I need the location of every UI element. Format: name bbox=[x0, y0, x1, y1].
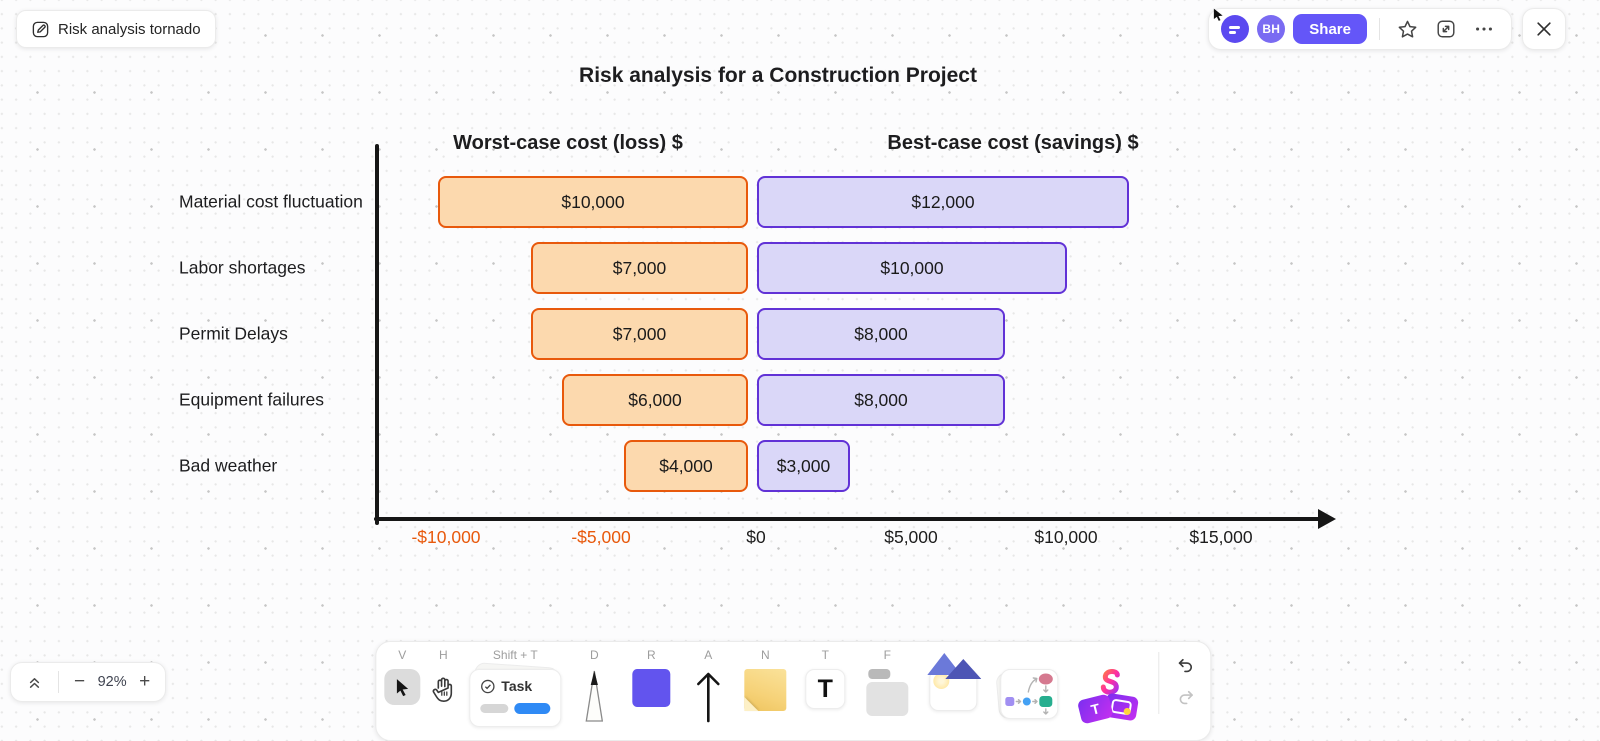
loss-bar[interactable]: $4,000 bbox=[624, 440, 748, 492]
savings-bar[interactable]: $8,000 bbox=[757, 374, 1005, 426]
undo-button[interactable] bbox=[1169, 654, 1202, 678]
collapse-button[interactable] bbox=[19, 672, 50, 693]
category-label[interactable]: Bad weather bbox=[179, 455, 278, 476]
tool-select[interactable]: V bbox=[382, 648, 422, 725]
collaborator-avatar[interactable] bbox=[1214, 8, 1250, 43]
x-tick-label[interactable]: -$10,000 bbox=[411, 527, 481, 547]
zoom-in-button[interactable]: + bbox=[132, 669, 157, 695]
text-icon: T bbox=[805, 669, 846, 709]
tool-palette: V H Shift + T Task D R A N T T F T bbox=[375, 641, 1212, 741]
tool-shortcut: Shift + T bbox=[492, 648, 538, 662]
tool-hand[interactable]: H bbox=[422, 648, 464, 725]
category-label[interactable]: Labor shortages bbox=[179, 257, 306, 278]
savings-column-header[interactable]: Best-case cost (savings) $ bbox=[887, 132, 1139, 154]
redo-button[interactable] bbox=[1169, 686, 1202, 710]
tool-shortcut: H bbox=[438, 648, 448, 662]
top-right-toolbar: BH Share bbox=[1208, 8, 1512, 50]
diagram-icon bbox=[995, 668, 1059, 720]
frame-icon bbox=[866, 669, 909, 716]
task-card-icon: Task bbox=[469, 662, 562, 727]
divider bbox=[58, 671, 59, 693]
x-tick-label[interactable]: -$5,000 bbox=[571, 527, 631, 547]
x-tick-label[interactable]: $5,000 bbox=[884, 527, 938, 547]
hand-icon bbox=[428, 669, 458, 703]
savings-bar[interactable]: $3,000 bbox=[757, 440, 850, 492]
savings-bar[interactable]: $12,000 bbox=[757, 176, 1129, 228]
rectangle-icon bbox=[632, 669, 671, 707]
loss-bar[interactable]: $6,000 bbox=[562, 374, 748, 426]
image-icon bbox=[927, 653, 982, 711]
x-tick-label[interactable]: $15,000 bbox=[1189, 527, 1253, 547]
tool-shortcut: A bbox=[704, 648, 713, 662]
tool-diagram[interactable] bbox=[988, 648, 1070, 725]
tool-shortcut: D bbox=[589, 648, 599, 662]
tool-note[interactable]: N bbox=[736, 648, 794, 725]
favorite-button[interactable] bbox=[1392, 14, 1423, 45]
ai-generate-icon: T bbox=[1076, 669, 1143, 725]
collaborator-cursor-icon bbox=[1212, 8, 1227, 28]
category-label[interactable]: Permit Delays bbox=[179, 323, 288, 344]
share-button[interactable]: Share bbox=[1293, 14, 1367, 44]
zoom-controls: − 92% + bbox=[10, 662, 167, 702]
tool-shortcut: F bbox=[883, 648, 891, 662]
pencil-icon bbox=[582, 669, 606, 723]
loss-bar[interactable]: $7,000 bbox=[531, 308, 748, 360]
tool-arrow[interactable]: A bbox=[680, 648, 736, 725]
x-axis-arrowhead bbox=[1318, 509, 1336, 529]
zoom-out-button[interactable]: − bbox=[67, 669, 92, 695]
tool-shortcut: V bbox=[398, 648, 407, 662]
arrow-icon bbox=[692, 669, 724, 723]
board-title-pill[interactable]: Risk analysis tornado bbox=[16, 10, 216, 48]
tool-ai[interactable]: T bbox=[1070, 648, 1150, 725]
divider bbox=[1379, 18, 1380, 40]
loss-bar[interactable]: $10,000 bbox=[438, 176, 748, 228]
star-icon bbox=[1396, 18, 1419, 41]
select-cursor-icon bbox=[384, 669, 421, 705]
tool-image[interactable] bbox=[918, 648, 988, 725]
close-icon bbox=[1534, 19, 1554, 39]
x-axis-line[interactable] bbox=[374, 517, 1322, 521]
loss-bar[interactable]: $7,000 bbox=[531, 242, 748, 294]
tool-pencil[interactable]: D bbox=[566, 648, 622, 725]
ellipsis-icon bbox=[1473, 18, 1495, 40]
zoom-level[interactable]: 92% bbox=[97, 674, 127, 690]
user-avatar[interactable]: BH bbox=[1257, 15, 1286, 43]
x-tick-label[interactable]: $0 bbox=[746, 527, 766, 547]
more-options-button[interactable] bbox=[1469, 14, 1499, 44]
savings-bar[interactable]: $8,000 bbox=[757, 308, 1005, 360]
category-label[interactable]: Material cost fluctuation bbox=[179, 191, 363, 212]
close-button[interactable] bbox=[1522, 8, 1566, 50]
sticky-note-icon bbox=[744, 669, 787, 711]
double-chevron-up-icon bbox=[26, 674, 43, 691]
fit-view-button[interactable] bbox=[1431, 14, 1461, 44]
x-tick-label[interactable]: $10,000 bbox=[1034, 527, 1098, 547]
tool-rectangle[interactable]: R bbox=[622, 648, 680, 725]
loss-column-header[interactable]: Worst-case cost (loss) $ bbox=[453, 132, 683, 154]
redo-icon bbox=[1175, 688, 1196, 708]
tool-frame[interactable]: F bbox=[856, 648, 918, 725]
fit-view-icon bbox=[1435, 18, 1457, 40]
tool-shortcut: N bbox=[760, 648, 770, 662]
board-title: Risk analysis tornado bbox=[58, 20, 201, 38]
tool-shortcut: R bbox=[646, 648, 656, 662]
tool-shortcut: T bbox=[821, 648, 829, 662]
savings-bar[interactable]: $10,000 bbox=[757, 242, 1067, 294]
y-axis-line[interactable] bbox=[375, 144, 379, 525]
history-controls bbox=[1169, 648, 1202, 710]
category-label[interactable]: Equipment failures bbox=[179, 389, 324, 410]
undo-icon bbox=[1175, 656, 1196, 676]
divider bbox=[1158, 652, 1160, 714]
edit-icon bbox=[31, 20, 50, 39]
chart-title[interactable]: Risk analysis for a Construction Project bbox=[579, 64, 977, 87]
tool-task[interactable]: Shift + T Task bbox=[464, 648, 566, 727]
